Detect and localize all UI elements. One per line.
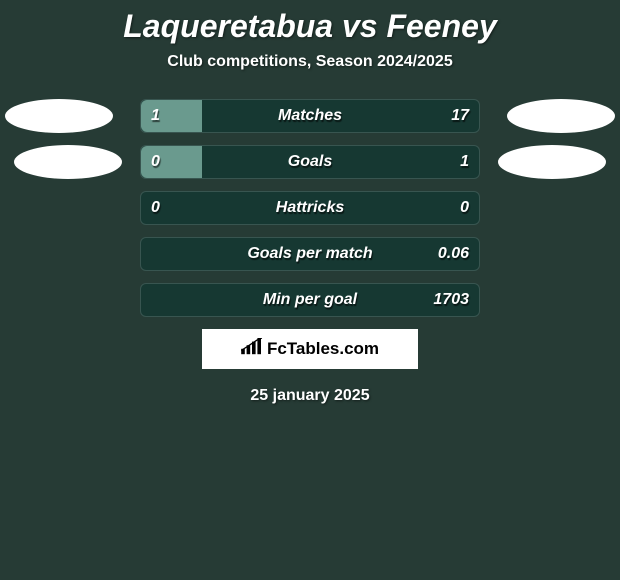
bar-track: 0 Goals 1 — [140, 145, 480, 179]
chart-icon — [241, 338, 263, 361]
page-title: Laqueretabua vs Feeney — [0, 8, 620, 45]
stat-label: Hattricks — [276, 199, 344, 217]
stat-value-right: 1703 — [433, 291, 469, 309]
footer-date: 25 january 2025 — [0, 387, 620, 405]
stat-value-left: 0 — [151, 153, 160, 171]
attribution-badge: FcTables.com — [202, 329, 418, 369]
subtitle: Club competitions, Season 2024/2025 — [0, 53, 620, 71]
stat-label: Matches — [278, 107, 342, 125]
stat-label: Min per goal — [263, 291, 357, 309]
bar-track: Goals per match 0.06 — [140, 237, 480, 271]
stat-row: Goals per match 0.06 — [0, 237, 620, 271]
stat-value-right: 1 — [460, 153, 469, 171]
stats-rows: 1 Matches 17 0 Goals 1 0 Hattricks 0 — [0, 99, 620, 317]
comparison-widget: Laqueretabua vs Feeney Club competitions… — [0, 0, 620, 405]
stat-value-right: 0 — [460, 199, 469, 217]
stat-value-left: 0 — [151, 199, 160, 217]
attribution-text: FcTables.com — [267, 339, 379, 359]
bar-track: 1 Matches 17 — [140, 99, 480, 133]
stat-row: 0 Goals 1 — [0, 145, 620, 179]
stat-label: Goals per match — [247, 245, 372, 263]
stat-row: 0 Hattricks 0 — [0, 191, 620, 225]
stat-row: 1 Matches 17 — [0, 99, 620, 133]
bar-track: Min per goal 1703 — [140, 283, 480, 317]
stat-row: Min per goal 1703 — [0, 283, 620, 317]
stat-value-right: 17 — [451, 107, 469, 125]
bar-track: 0 Hattricks 0 — [140, 191, 480, 225]
stat-value-left: 1 — [151, 107, 160, 125]
stat-label: Goals — [288, 153, 332, 171]
stat-value-right: 0.06 — [438, 245, 469, 263]
